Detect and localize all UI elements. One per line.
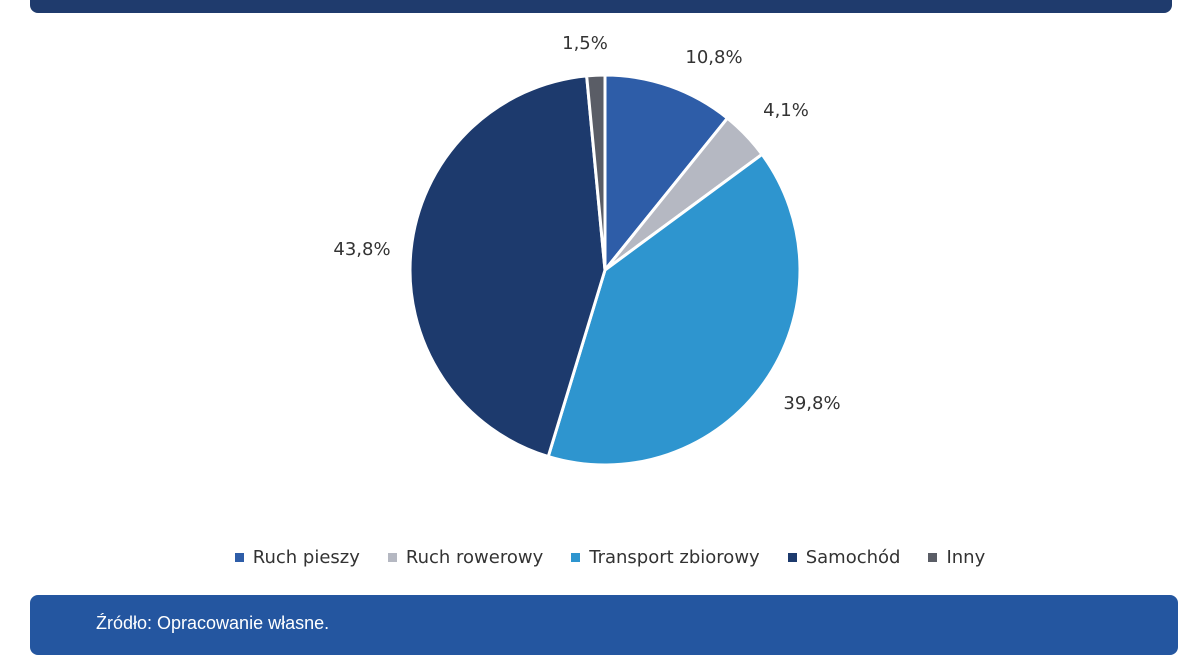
data-label-ruch-pieszy: 10,8% <box>685 47 742 68</box>
legend-swatch <box>787 553 797 562</box>
legend-swatch <box>928 553 938 562</box>
source-note: Źródło: Opracowanie własne. <box>96 613 330 633</box>
pie-slice-transport-zbiorowy <box>546 152 802 467</box>
legend-swatch <box>234 553 244 562</box>
legend-swatch <box>571 553 581 562</box>
legend-label: Ruch rowerowy <box>405 547 544 568</box>
legend-item-ruch-rowerowy: Ruch rowerowy <box>387 547 544 568</box>
pie-chart: 10,8% 4,1% 39,8% 43,8% 1,5% <box>333 33 841 467</box>
data-labels: 10,8% 4,1% 39,8% 43,8% 1,5% <box>333 33 840 414</box>
legend-label: Ruch pieszy <box>252 547 360 568</box>
legend-label: Transport zbiorowy <box>589 547 760 568</box>
pie-slices <box>408 73 802 467</box>
legend-item-ruch-pieszy: Ruch pieszy <box>234 547 360 568</box>
pie-slice-samochód <box>408 74 607 459</box>
legend-item-inny: Inny <box>928 547 985 568</box>
legend-swatch <box>387 553 397 562</box>
data-label-samochód: 43,8% <box>333 239 390 260</box>
data-label-ruch-rowerowy: 4,1% <box>763 100 809 121</box>
pie-slice-inny <box>585 73 607 271</box>
legend-item-samochód: Samochód <box>787 547 901 568</box>
legend-item-transport-zbiorowy: Transport zbiorowy <box>571 547 760 568</box>
chart-legend: Ruch pieszy Ruch rowerowy Transport zbioro… <box>18 547 1184 568</box>
legend-label: Inny <box>946 547 986 568</box>
data-label-transport-zbiorowy: 39,8% <box>783 393 840 414</box>
data-label-inny: 1,5% <box>562 33 608 54</box>
top-banner <box>30 0 1172 13</box>
pie-slice-ruch-pieszy <box>603 73 730 275</box>
legend-label: Samochód <box>805 547 901 568</box>
